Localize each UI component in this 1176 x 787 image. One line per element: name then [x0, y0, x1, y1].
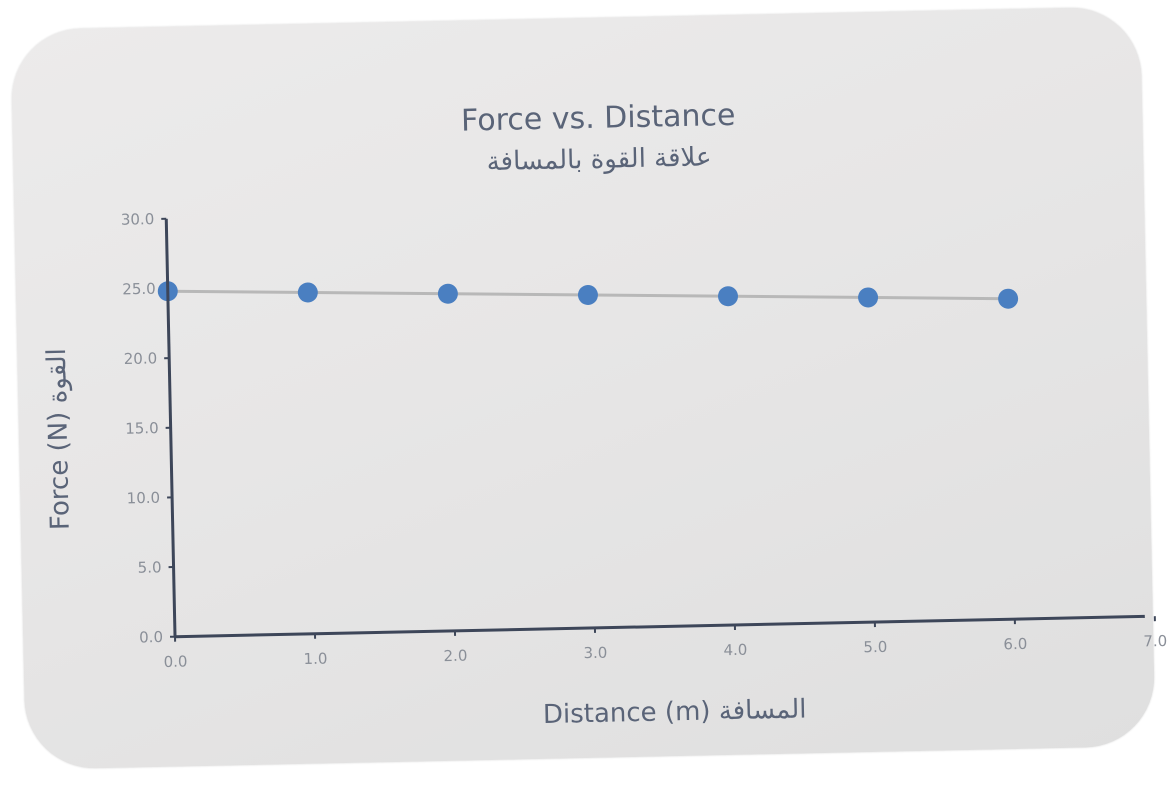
- data-point: [297, 282, 318, 303]
- x-tick-label: 1.0: [303, 650, 327, 668]
- x-tick-label: 7.0: [1143, 632, 1167, 650]
- x-tick-label: 0.0: [163, 652, 187, 670]
- data-point: [998, 288, 1019, 309]
- y-tick-label: 10.0: [127, 489, 161, 508]
- y-tick-label: 5.0: [138, 558, 162, 576]
- y-tick-label: 25.0: [122, 280, 156, 299]
- data-points: [157, 281, 1019, 309]
- data-point: [718, 286, 739, 307]
- y-axis: [164, 218, 177, 637]
- chart-subtitle: علاقة القوة بالمسافة: [486, 142, 711, 177]
- x-axis: [174, 614, 1145, 639]
- data-point: [577, 284, 598, 305]
- x-tick-label: 3.0: [583, 644, 607, 662]
- data-point: [437, 283, 458, 304]
- x-tick-label: 6.0: [1003, 635, 1027, 653]
- data-point: [858, 287, 879, 308]
- x-tick-label: 4.0: [723, 641, 747, 659]
- chart-title: Force vs. Distance: [461, 98, 736, 139]
- y-tick-label: 15.0: [125, 419, 159, 438]
- x-axis-title: Distance (m) المسافة: [543, 694, 807, 730]
- y-tick-label: 20.0: [124, 349, 158, 368]
- y-tick-label: 0.0: [139, 628, 163, 646]
- y-tick-label: 30.0: [121, 210, 155, 229]
- y-axis-title: Force (N) القوة: [42, 348, 76, 531]
- x-tick-labels: 0.0 1.0 2.0 3.0 4.0 5.0 6.0 7.0: [163, 616, 1167, 671]
- x-tick-label: 5.0: [863, 638, 887, 656]
- y-tick-labels: 0.0 5.0 10.0 15.0 20.0 25.0 30.0: [121, 210, 176, 646]
- x-tick-label: 2.0: [443, 647, 467, 665]
